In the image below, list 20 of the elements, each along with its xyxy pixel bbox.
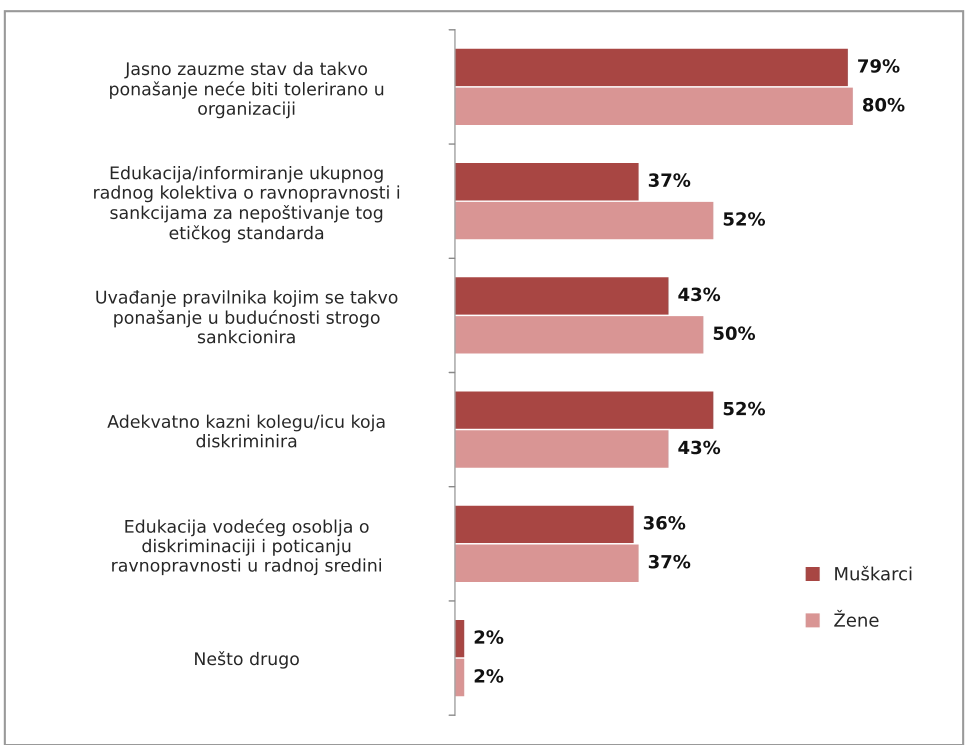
data-label: 43% (678, 440, 720, 454)
data-label: 43% (678, 288, 720, 302)
data-label: 79% (858, 59, 900, 73)
legend-label: Muškarci (835, 566, 912, 581)
data-label: 80% (862, 98, 905, 112)
data-label: 50% (714, 326, 756, 340)
data-label: 52% (724, 402, 766, 416)
y-tick-label: Edukacija vodećeg osoblja o diskriminaciji i poticanju ravnopravnosti u radnoj sredini (112, 518, 381, 576)
y-tick-label: Adekvatno kazni kolegu/icu koja diskriminira (107, 414, 384, 448)
data-label: 37% (648, 554, 690, 569)
legend-label: Žene (834, 610, 879, 627)
y-tick-label: Edukacija/informiranje ukupnog radnog kolektiva o ravnopravnosti i sankcijama za nepoštivanje tog etičkog standarda (94, 166, 400, 243)
y-tick-label: Jasno zauzme stav da takvo ponašanje neće biti tolerirano u organizaciji (110, 62, 384, 118)
data-label: 2% (474, 669, 504, 683)
data-label: 2% (474, 630, 504, 644)
data-label: 36% (644, 516, 686, 530)
y-tick-label: Uvađanje pravilnika kojim se takvo ponašanje u budućnosti strogo sankcionira (96, 290, 398, 344)
data-label: 37% (648, 173, 690, 187)
y-tick-label: Nešto drugo (195, 651, 299, 669)
data-label: 52% (724, 212, 766, 226)
